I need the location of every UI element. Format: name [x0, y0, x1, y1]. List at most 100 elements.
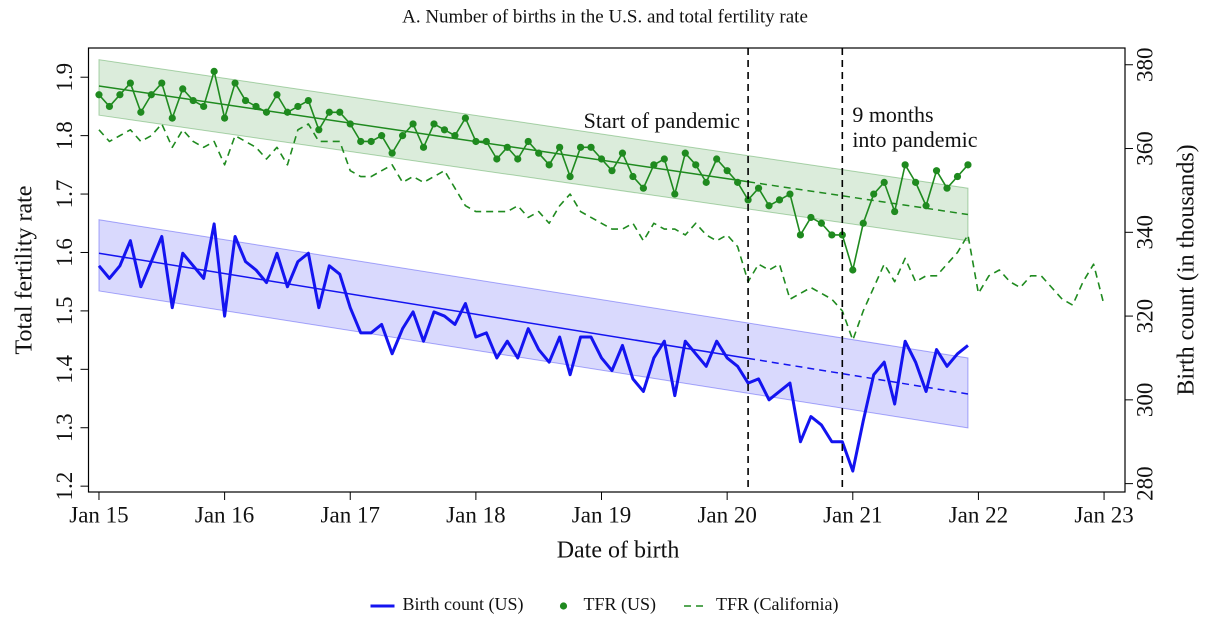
data-point [409, 120, 417, 128]
x-tick-label: Jan 23 [1074, 502, 1133, 527]
data-point [660, 155, 668, 163]
annotation: Start of pandemic [584, 108, 741, 133]
x-tick-label: Jan 22 [949, 502, 1008, 527]
data-point [629, 172, 637, 181]
y-tick-label: 1.5 [52, 297, 77, 326]
data-point [576, 143, 585, 151]
data-point [325, 108, 333, 116]
x-tick-label: Jan 19 [572, 502, 631, 527]
x-tick-label: Jan 15 [69, 502, 128, 527]
data-point [608, 167, 616, 175]
x-tick-label: Jan 21 [823, 502, 882, 527]
data-point [137, 108, 145, 116]
data-point [556, 143, 564, 151]
data-point [315, 126, 323, 134]
x-tick-label: Jan 16 [195, 502, 254, 527]
data-point [231, 79, 239, 87]
y-tick-label: 1.7 [52, 180, 77, 209]
y2-axis-title: Birth count (in thousands) [1174, 144, 1200, 395]
y2-tick-label: 380 [1132, 48, 1157, 83]
data-point [535, 149, 543, 157]
data-point [168, 114, 176, 122]
data-point [953, 172, 962, 181]
data-point [357, 137, 365, 146]
data-point [461, 114, 470, 122]
series-line [97, 222, 969, 473]
data-point [587, 143, 595, 151]
y-tick-label: 1.4 [52, 354, 77, 383]
data-point [241, 96, 250, 105]
y-tick-label: 1.2 [52, 472, 77, 501]
data-point [419, 143, 428, 151]
data-point [964, 161, 972, 169]
data-point [702, 178, 710, 186]
data-point [482, 137, 490, 146]
y2-tick-label: 340 [1132, 215, 1157, 250]
data-point [95, 91, 103, 99]
data-point [503, 143, 511, 151]
y-tick-label: 1.8 [52, 121, 77, 150]
data-point [158, 79, 166, 87]
data-point [891, 207, 899, 216]
legend-label: TFR (California) [716, 594, 838, 615]
data-point [859, 219, 867, 227]
y-tick-label: 1.6 [52, 238, 77, 267]
data-point [346, 120, 354, 128]
y-axis-title: Total fertility rate [12, 186, 38, 355]
chart-title: A. Number of births in the U.S. and tota… [402, 6, 808, 27]
data-point [398, 132, 407, 140]
data-point [388, 149, 396, 157]
annotation: into pandemic [852, 127, 977, 152]
data-point [189, 96, 197, 105]
series-line [98, 123, 1105, 341]
data-point [116, 91, 124, 99]
data-point [765, 202, 773, 210]
y-tick-label: 1.9 [52, 63, 77, 92]
y2-tick-label: 320 [1132, 299, 1157, 334]
x-tick-label: Jan 20 [697, 502, 756, 527]
plot-frame [87, 47, 1126, 493]
trend-line [747, 357, 969, 395]
data-point [734, 178, 742, 186]
data-point [200, 102, 208, 111]
y2-tick-label: 360 [1132, 131, 1157, 166]
data-point [545, 161, 553, 169]
data-point [430, 120, 438, 128]
data-point [378, 132, 386, 140]
data-point [744, 196, 752, 204]
x-tick-label: Jan 18 [446, 502, 505, 527]
data-point [273, 91, 281, 99]
data-point [262, 108, 271, 116]
data-point [817, 219, 825, 227]
data-point [514, 155, 522, 163]
data-point [723, 167, 731, 175]
annotation: 9 months [852, 102, 933, 127]
data-point [796, 231, 805, 239]
y2-tick-label: 300 [1132, 383, 1157, 418]
data-point [210, 67, 218, 75]
data-point [126, 79, 134, 87]
data-point [639, 184, 647, 192]
legend-marker [559, 602, 568, 610]
data-point [147, 91, 155, 99]
data-point [618, 149, 627, 157]
data-point [252, 102, 260, 111]
data-point [786, 190, 794, 198]
data-point [880, 178, 888, 186]
y2-tick-label: 280 [1132, 466, 1157, 501]
data-point [901, 161, 909, 169]
data-point [692, 161, 700, 169]
data-point [870, 190, 878, 198]
legend: Birth count (US) TFR (US) TFR (California) [370, 594, 839, 615]
legend-label: Birth count (US) [403, 594, 524, 615]
data-point [451, 132, 459, 140]
legend-label: TFR (US) [584, 594, 657, 615]
data-point [179, 85, 187, 93]
data-point [367, 137, 375, 146]
data-point [440, 126, 449, 134]
data-point [849, 266, 857, 274]
data-point [336, 108, 344, 116]
data-point [650, 161, 658, 169]
